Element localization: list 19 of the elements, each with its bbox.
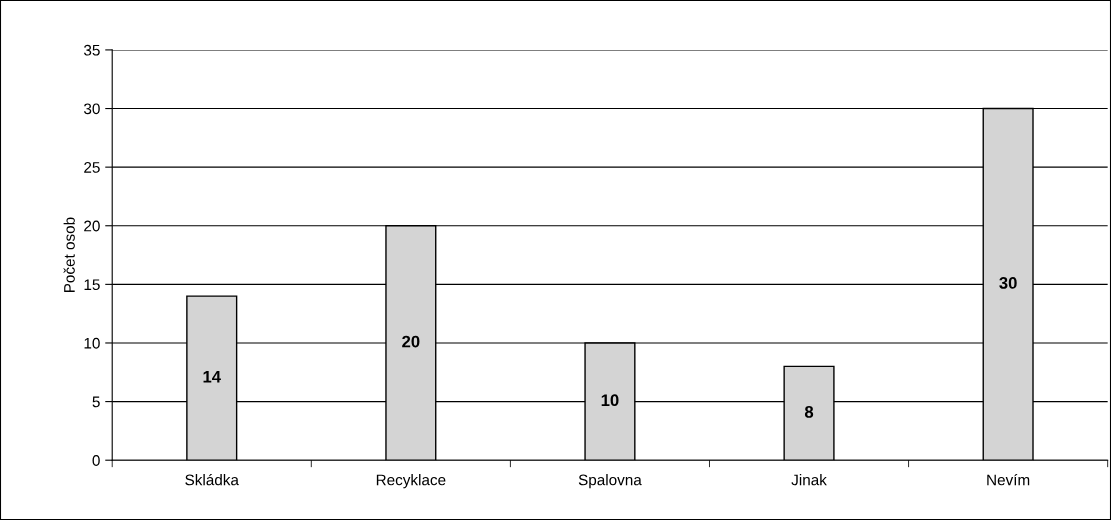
y-axis-title: Počet osob [63, 217, 75, 293]
data-label: 14 [203, 370, 221, 383]
x-tick-label: Jinak [791, 474, 827, 486]
y-tick-label: 30 [84, 103, 100, 115]
y-tick-label: 15 [84, 279, 100, 291]
data-label: 20 [402, 335, 420, 348]
data-label: 30 [999, 277, 1017, 289]
y-tick-label: 20 [84, 220, 100, 232]
x-tick-label: Skládka [185, 473, 239, 486]
x-tick-label: Spalovna [578, 474, 642, 489]
x-tick-label: Nevím [987, 473, 1030, 486]
y-tick-label: 0 [92, 455, 100, 466]
x-tick-label: Recyklace [376, 474, 446, 489]
data-label: 10 [601, 394, 619, 407]
data-label: 8 [804, 405, 814, 418]
y-tick-label: 35 [84, 44, 100, 56]
y-tick-label: 5 [92, 396, 100, 408]
y-tick-label: 10 [84, 337, 100, 349]
y-tick-label: 25 [84, 162, 100, 173]
